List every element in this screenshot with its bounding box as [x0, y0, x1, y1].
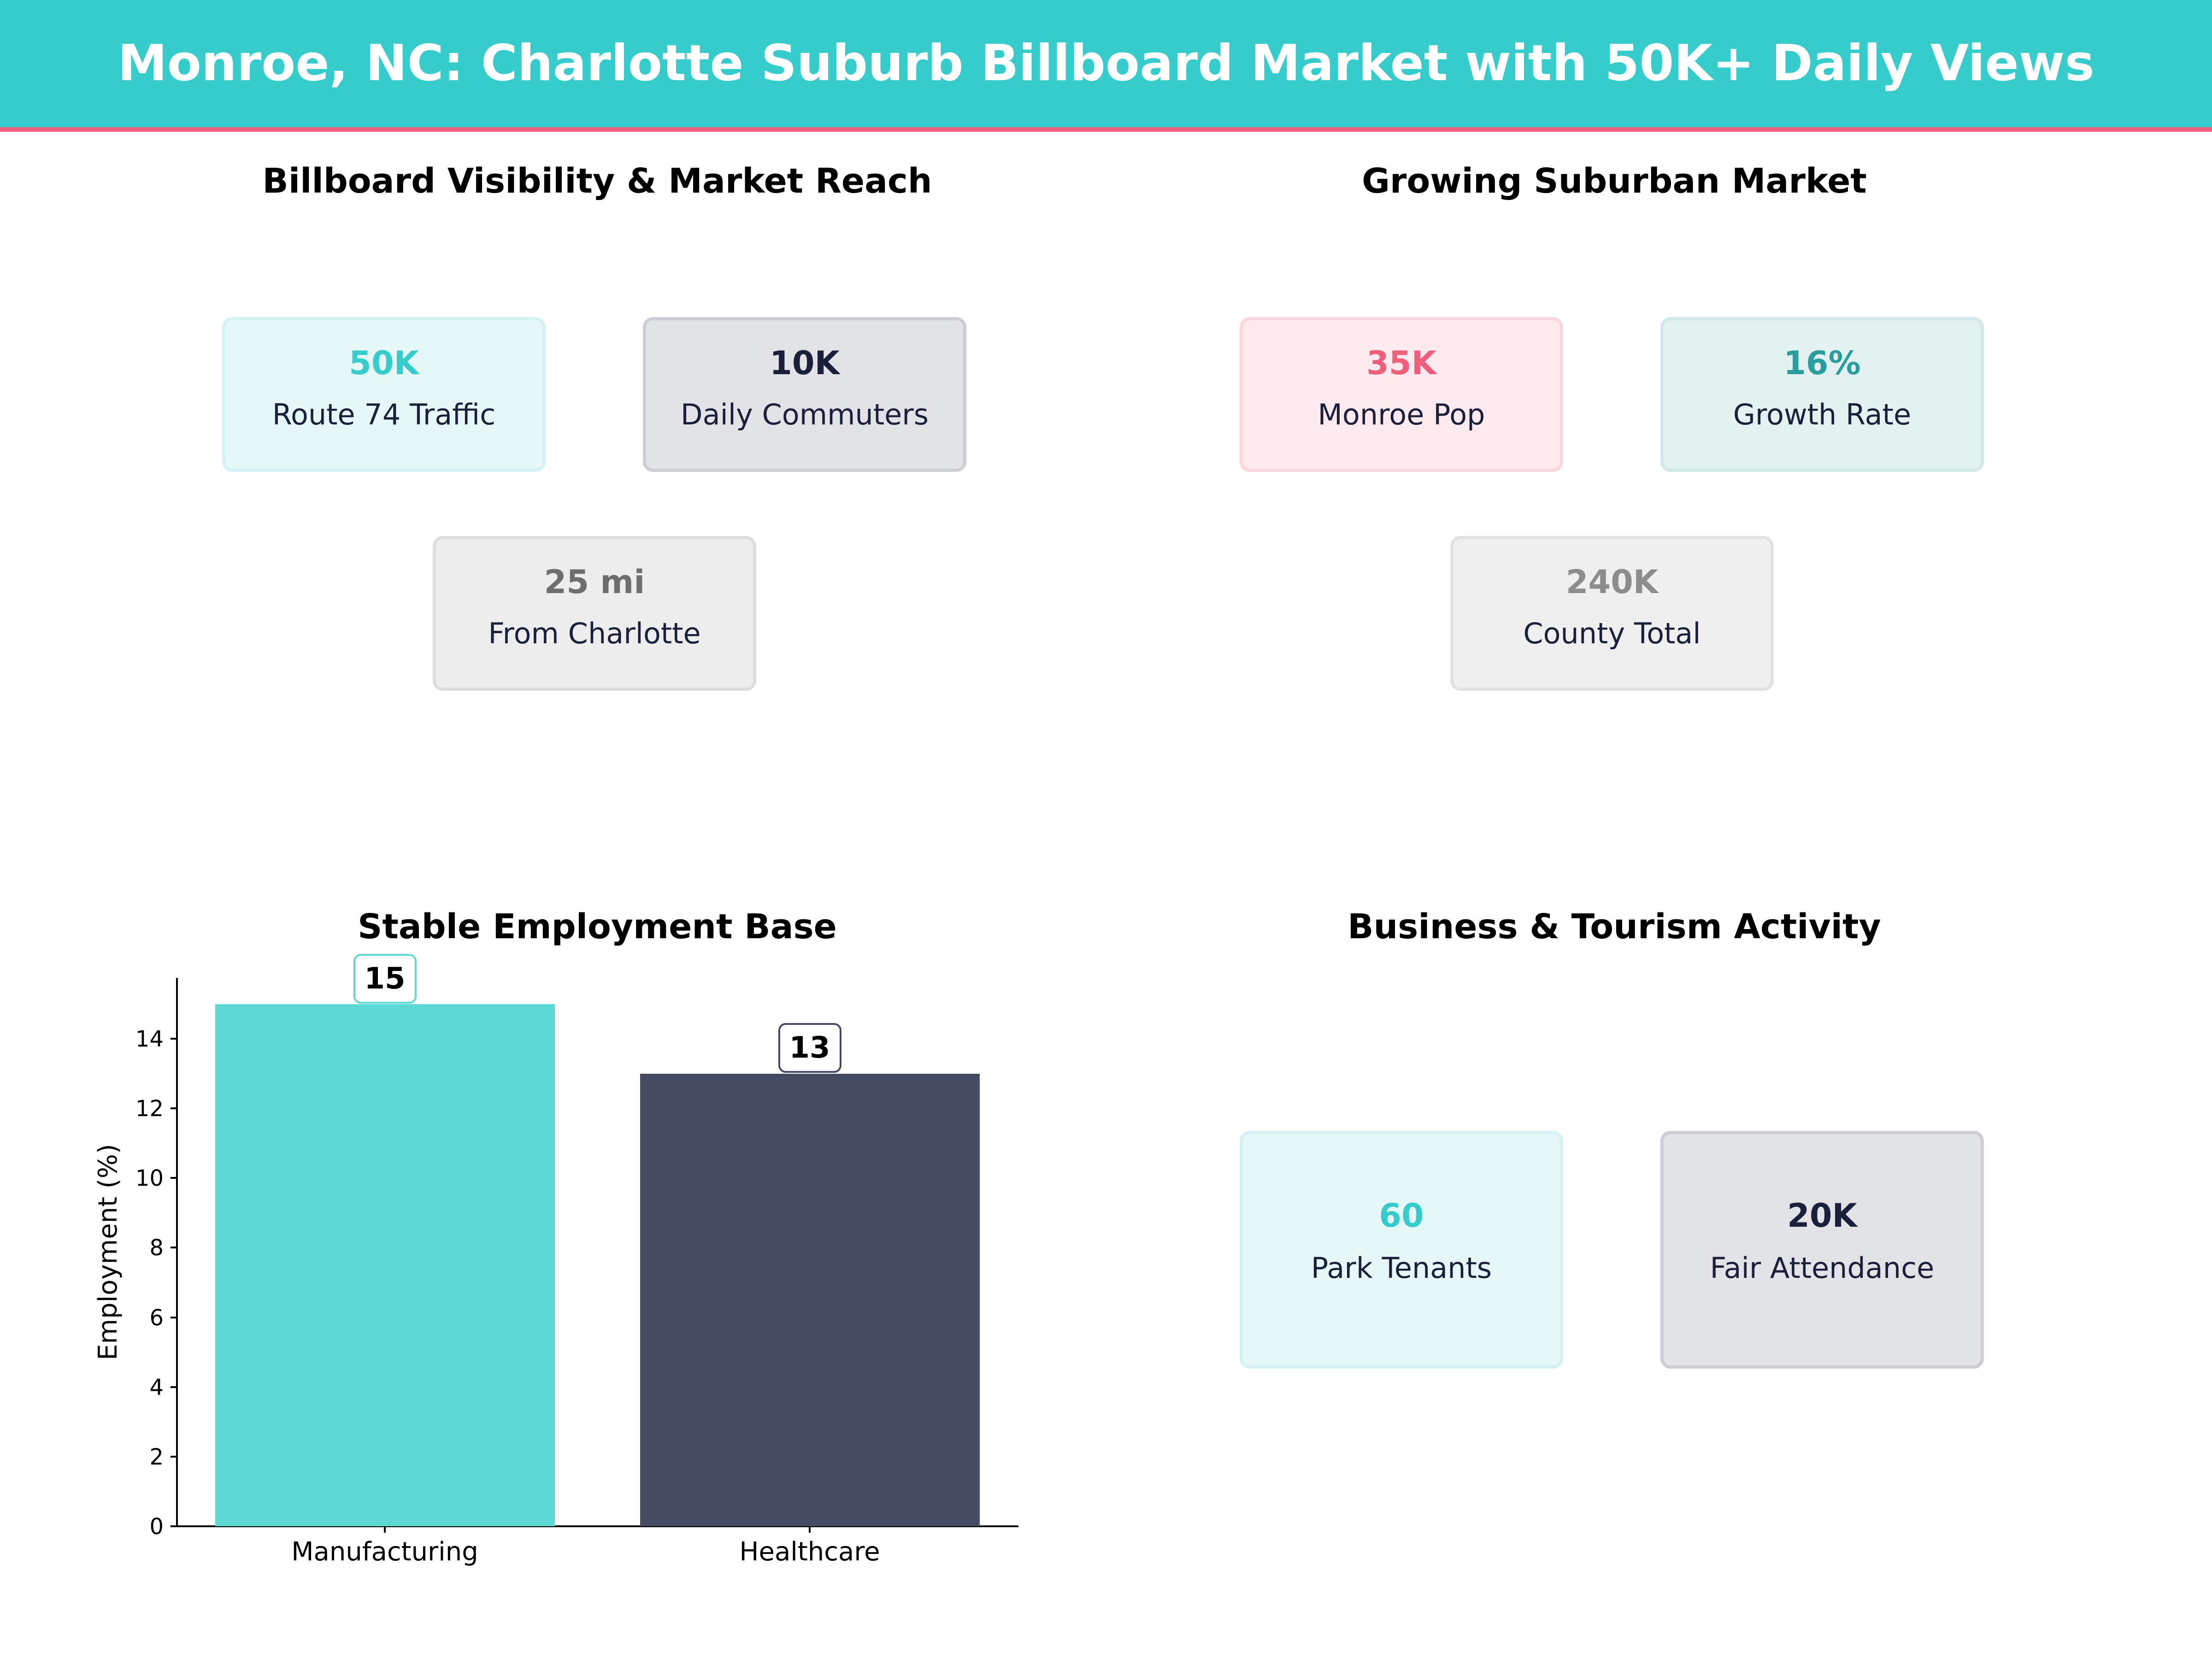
kpi-label: Monroe Pop	[1318, 398, 1485, 431]
panel-title-business: Business & Tourism Activity	[1347, 907, 1881, 947]
panel-title-employment: Stable Employment Base	[358, 907, 837, 947]
value-label-manufacturing: 15	[364, 962, 405, 996]
svg-text:10: 10	[135, 1165, 164, 1191]
bar-healthcare	[640, 1074, 980, 1526]
kpi-card-daily-commuters: 10K Daily Commuters	[643, 317, 966, 472]
value-label-healthcare: 13	[789, 1031, 830, 1065]
kpi-label: Daily Commuters	[680, 398, 929, 431]
kpi-label: From Charlotte	[488, 617, 701, 650]
kpi-label: Growth Rate	[1733, 398, 1912, 431]
kpi-card-route-traffic: 50K Route 74 Traffic	[222, 317, 546, 472]
header-accent-line	[0, 127, 2212, 132]
svg-text:12: 12	[135, 1096, 164, 1122]
kpi-label: County Total	[1523, 617, 1701, 650]
kpi-card-monroe-pop: 35K Monroe Pop	[1240, 317, 1563, 472]
panel-title-growth: Growing Suburban Market	[1362, 161, 1867, 201]
svg-text:0: 0	[149, 1514, 164, 1540]
header-banner	[0, 0, 2212, 127]
value-label-box	[353, 954, 417, 1004]
kpi-value: 20K	[1787, 1197, 1857, 1235]
bar-manufacturing	[215, 1004, 555, 1526]
svg-text:4: 4	[149, 1375, 164, 1400]
kpi-label: Route 74 Traffic	[272, 398, 496, 431]
x-tick-label-manufacturing: Manufacturing	[291, 1537, 478, 1567]
y-axis-label: Employment (%)	[93, 1144, 123, 1360]
kpi-card-growth-rate: 16% Growth Rate	[1660, 317, 1984, 472]
kpi-label: Fair Attendance	[1710, 1251, 1935, 1285]
kpi-value: 10K	[770, 344, 840, 382]
svg-text:8: 8	[149, 1235, 164, 1261]
kpi-value: 25 mi	[544, 563, 645, 601]
y-ticks: 0 2 4 6 8 10 12 14	[135, 1026, 177, 1540]
x-tick-label-healthcare: Healthcare	[739, 1537, 880, 1567]
kpi-value: 50K	[349, 344, 419, 382]
kpi-card-distance: 25 mi From Charlotte	[433, 536, 756, 691]
kpi-value: 16%	[1783, 344, 1861, 382]
kpi-card-park-tenants: 60 Park Tenants	[1240, 1131, 1563, 1369]
svg-text:14: 14	[135, 1026, 164, 1052]
kpi-value: 240K	[1565, 563, 1659, 601]
kpi-value: 35K	[1366, 344, 1436, 382]
svg-text:6: 6	[149, 1305, 164, 1331]
svg-text:2: 2	[149, 1444, 164, 1470]
kpi-value: 60	[1379, 1197, 1424, 1235]
kpi-card-county-total: 240K County Total	[1450, 536, 1774, 691]
value-label-box	[778, 1023, 841, 1073]
kpi-label: Park Tenants	[1311, 1251, 1492, 1285]
panel-title-visibility: Billboard Visibility & Market Reach	[262, 161, 932, 201]
page-title: Monroe, NC: Charlotte Suburb Billboard M…	[118, 35, 2094, 92]
kpi-card-fair-attendance: 20K Fair Attendance	[1660, 1131, 1984, 1369]
